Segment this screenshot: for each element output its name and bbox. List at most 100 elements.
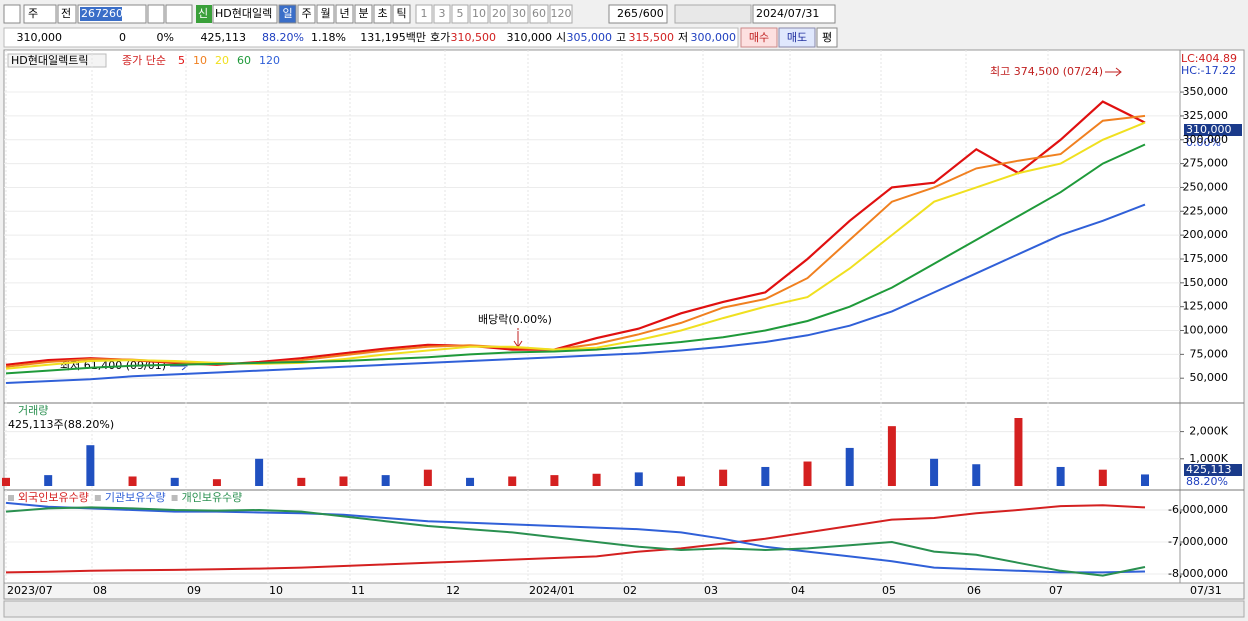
x-tick-label: 05 [882,584,896,597]
interval-button[interactable] [297,4,316,24]
quote-rate: 0% [157,31,174,44]
low-label: 저 [678,31,688,44]
interval-button[interactable] [354,4,373,24]
volume-bar [887,426,896,486]
volume-bar [845,447,854,486]
y-tick-label: 200,000 [1183,228,1229,241]
count-label: 30 [512,7,526,20]
chart-area [3,49,1181,584]
y-tick-label: -6,000,000 [1168,503,1228,516]
interval-button[interactable] [373,4,392,24]
volume-bar [634,472,643,486]
count-button[interactable] [451,4,469,24]
x-tick-label: 2024/01 [529,584,575,597]
menu-button[interactable] [3,4,21,24]
mode-button[interactable] [57,4,77,24]
search-button[interactable] [147,4,165,24]
open: 305,000 [567,31,613,44]
last-volume-box [1184,464,1242,476]
tool-icons[interactable] [674,4,752,24]
last-volume-rate: 88.20% [1186,475,1228,488]
legend-entry: 60 [237,54,251,67]
interval-button[interactable] [316,4,335,24]
quote-volume: 425,113 [201,31,247,44]
period-select[interactable] [23,4,57,24]
x-tick-label: 12 [446,584,460,597]
buy-button[interactable] [740,27,778,48]
avg-label: 평 [822,31,832,44]
x-tick-label: 03 [704,584,718,597]
x-last-label: 07/31 [1190,584,1222,597]
volume-bar [466,477,475,486]
quote-price: 310,000 [17,31,63,44]
volume-bar [1098,469,1107,486]
y-tick-label: -7,000,000 [1168,535,1228,548]
y-tick-label: 50,000 [1190,371,1229,384]
volume-bar [1056,466,1065,486]
x-tick-label: 07 [1049,584,1063,597]
interval-label: 초 [377,7,387,20]
interval-button[interactable] [278,4,297,24]
dividend-annotation: 배당락(0.00%) [478,313,552,326]
volume-title: 거래량 [18,404,48,417]
y-tick-label: 150,000 [1183,276,1229,289]
volume-bar [339,476,348,486]
volume-bar [676,476,685,486]
y-tick-label: 1,000K [1189,452,1228,465]
count-button[interactable] [469,4,489,24]
date-input[interactable] [752,4,836,24]
legend-entry: 5 [178,54,185,67]
series-line [5,121,1146,370]
view-count-box[interactable] [608,4,668,24]
count-button[interactable] [509,4,529,24]
x-tick-label: 2023/07 [7,584,53,597]
x-tick-label: 02 [623,584,637,597]
interval-button[interactable] [335,4,354,24]
quote-bar [3,27,739,48]
count-label: 3 [439,7,446,20]
avg-button[interactable] [816,27,838,48]
x-tick-label: 10 [269,584,283,597]
chart-title: HD현대일렉트릭 [11,53,88,67]
sound-button[interactable] [165,4,193,24]
quote-change: 0 [119,31,126,44]
interval-label: 틱 [396,7,406,20]
count-button[interactable] [415,4,433,24]
volume-bar [212,479,221,486]
interval-button[interactable] [392,4,411,24]
bid: 310,000 [507,31,553,44]
high-annotation: 최고 374,500 (07/24) [990,65,1103,78]
volume-bar [381,475,390,486]
legend-entry: 20 [215,54,229,67]
scrollbar[interactable] [3,600,1245,618]
legend-entry: 10 [193,54,207,67]
series-line [5,501,1146,574]
volume-bar [761,466,770,486]
buy-label: 매수 [749,31,769,44]
count-button[interactable] [433,4,451,24]
lc-label: LC:404.89 [1181,52,1237,65]
count-label: 20 [492,7,506,20]
series-line [5,143,1146,375]
y-tick-label: 300,000 [1183,133,1229,146]
y-tick-label: -8,000,000 [1168,567,1228,580]
count-button[interactable] [489,4,509,24]
sell-button[interactable] [778,27,816,48]
volume-bar [972,464,981,486]
high: 315,500 [629,31,675,44]
legend-swatch [171,495,178,501]
count-button[interactable] [549,4,573,24]
y-tick-label: 250,000 [1183,180,1229,193]
count-button[interactable] [529,4,549,24]
total-count: /600 [639,7,664,20]
x-tick-label: 11 [351,584,365,597]
quote-amount: 131,195백만 [360,31,426,44]
x-tick-label: 08 [93,584,107,597]
volume-bar [44,475,53,486]
y-tick-label: 175,000 [1183,252,1229,265]
volume-bar [803,461,812,486]
legend-entry: 개인보유수량 [182,491,243,504]
volume-bar [719,469,728,486]
count-label: 5 [457,7,464,20]
